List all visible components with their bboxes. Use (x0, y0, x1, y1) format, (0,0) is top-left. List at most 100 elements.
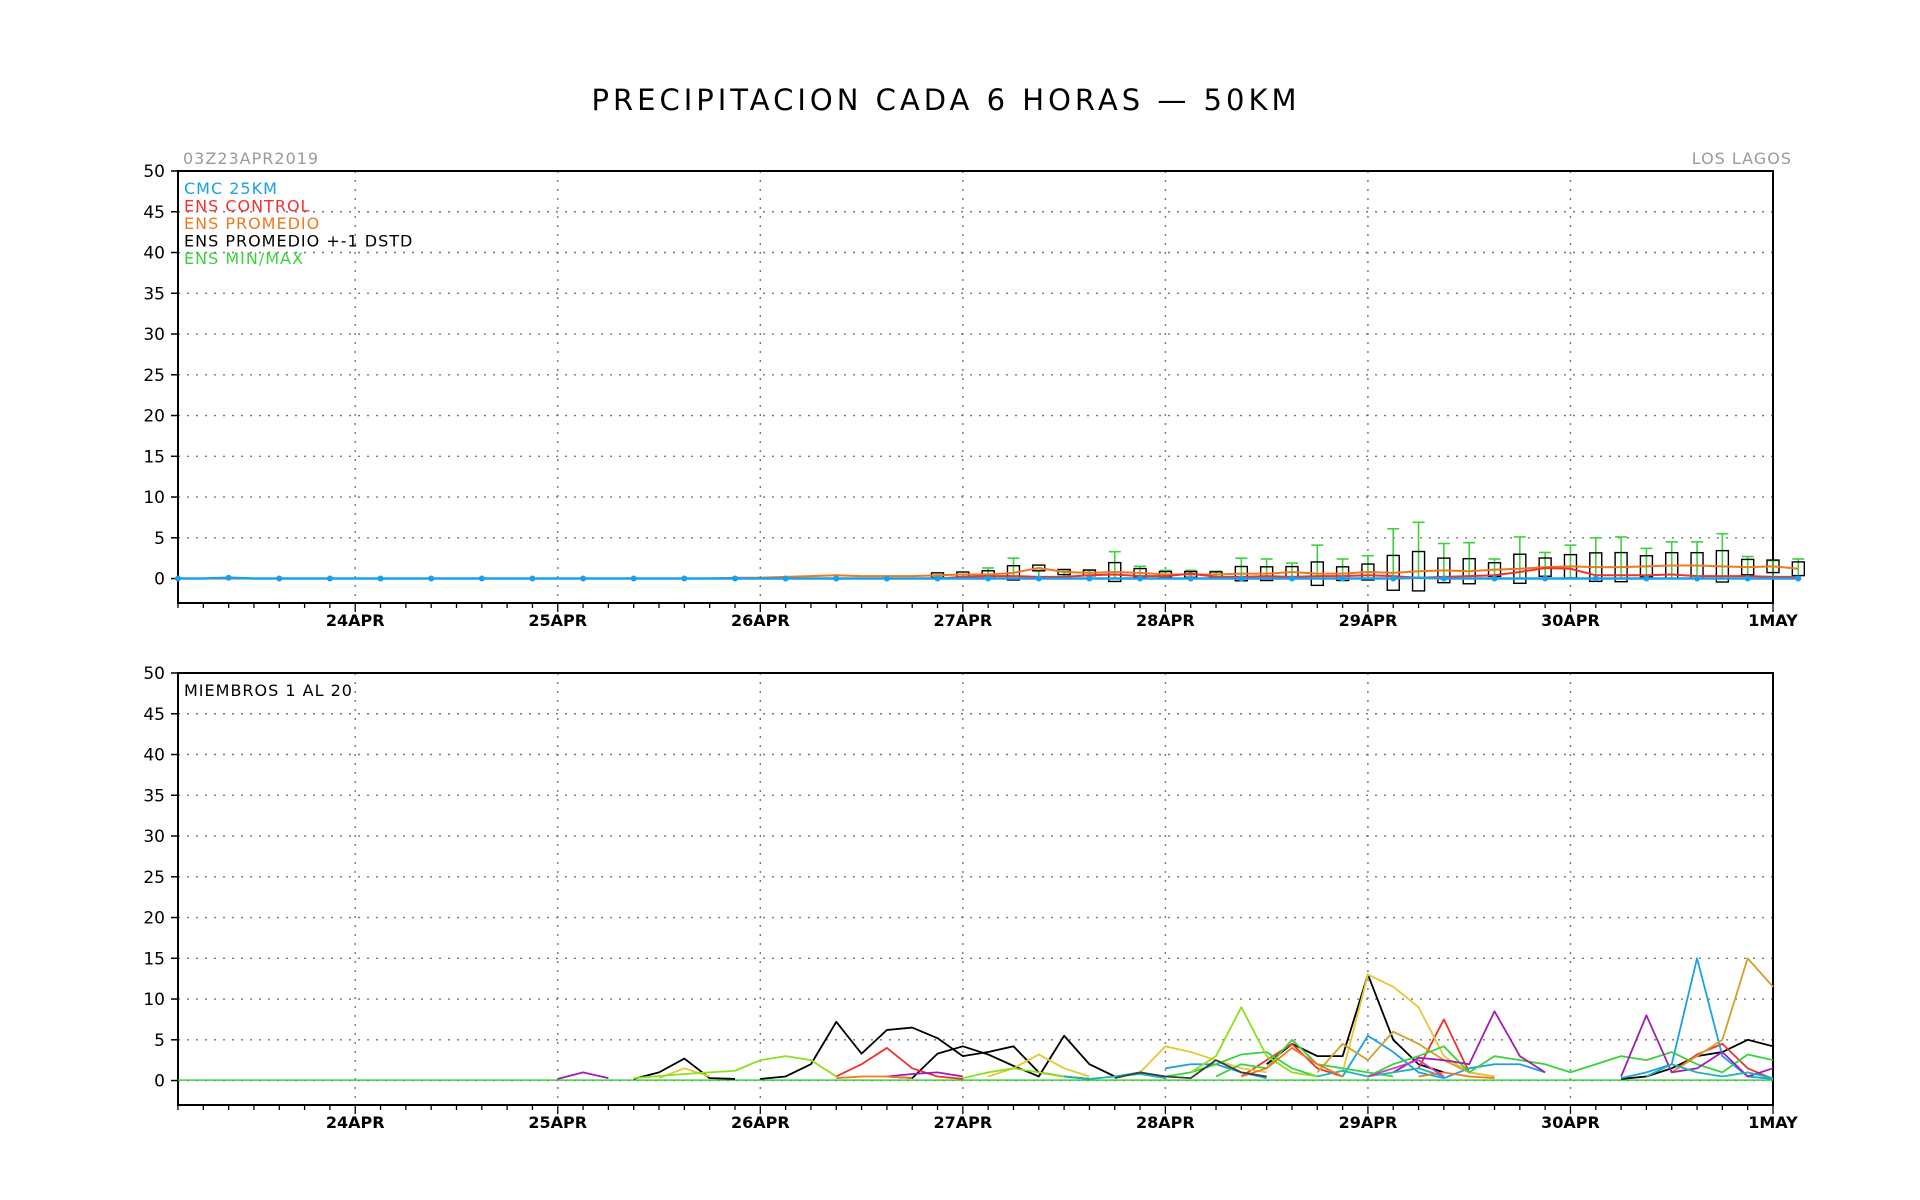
y-tick-label: 5 (154, 1031, 165, 1051)
cmc-point (1795, 575, 1802, 582)
cmc-point (1643, 575, 1650, 582)
cmc-point (934, 575, 941, 582)
x-tick-label: 29APR (1339, 1113, 1398, 1132)
y-tick-label: 45 (143, 705, 165, 725)
x-tick-label: 29APR (1339, 611, 1398, 630)
member-line (1139, 1045, 1267, 1074)
y-tick-label: 0 (154, 1072, 165, 1092)
cmc-point (1137, 575, 1144, 582)
x-tick-label: 26APR (731, 1113, 790, 1132)
legend-entry: ENS CONTROL (184, 197, 310, 216)
x-tick-label: 1MAY (1748, 611, 1798, 630)
member-line (557, 1071, 609, 1080)
legend-entry: ENS MIN/MAX (184, 249, 304, 268)
cmc-point (1238, 575, 1245, 582)
cmc-point (276, 575, 283, 582)
top-panel: 0 5 10 15 20 25 30 35 40 45 50 24APR 25APR 26APR 27APR… (143, 162, 1806, 630)
x-tick-label: 28APR (1136, 1113, 1195, 1132)
cmc-point (1187, 575, 1194, 582)
cmc-point (478, 575, 485, 582)
y-tick-label: 25 (143, 868, 165, 888)
cmc-point (1542, 575, 1549, 582)
member-line (886, 1034, 1116, 1080)
member-line (1215, 1038, 1394, 1078)
cmc-point (580, 575, 587, 582)
cmc-point (681, 575, 688, 582)
x-tick-label: 30APR (1541, 611, 1600, 630)
y-tick-label: 35 (143, 786, 165, 806)
cmc-point (225, 574, 232, 581)
member-line (760, 1020, 1090, 1080)
y-tick-label: 5 (154, 529, 165, 549)
member-line (1620, 1014, 1774, 1078)
y-tick-label: 50 (143, 162, 165, 182)
y-tick-label: 30 (143, 325, 165, 345)
member-line (962, 1067, 1065, 1079)
chart-title: PRECIPITACION CADA 6 HORAS — 50KM (592, 83, 1301, 117)
region-label: LOS LAGOS (1692, 149, 1792, 168)
cmc-point (175, 575, 181, 582)
member-line (1620, 957, 1774, 1080)
member-line (1367, 1045, 1774, 1078)
y-tick-label: 10 (143, 990, 165, 1010)
x-tick-label: 24APR (326, 1113, 385, 1132)
cmc-point (833, 575, 840, 582)
x-tick-label: 25APR (528, 611, 587, 630)
legend-entry: CMC 25KM (184, 179, 278, 198)
cmc-point (1744, 575, 1751, 582)
cmc-point (529, 575, 536, 582)
member-line (836, 1075, 913, 1080)
x-tick-label: 30APR (1541, 1113, 1600, 1132)
cmc-point (985, 575, 992, 582)
cmc-point (1440, 575, 1447, 582)
member-line (1241, 1047, 1343, 1078)
x-tick-label: 28APR (1136, 611, 1195, 630)
x-tick-label: 25APR (528, 1113, 587, 1132)
y-tick-label: 40 (143, 746, 165, 766)
plot-frame (177, 672, 1774, 1106)
member-line (987, 1053, 1090, 1078)
cmc-point (883, 575, 890, 582)
cmc-point (326, 575, 333, 582)
legend-entry: ENS PROMEDIO (184, 214, 320, 233)
member-line (886, 1071, 963, 1078)
cmc-point (1339, 575, 1346, 582)
cmc-point (630, 575, 637, 582)
y-tick-label: 15 (143, 447, 165, 467)
member-line (1190, 1006, 1318, 1078)
member-line (835, 1047, 963, 1080)
member-line (1646, 1063, 1774, 1079)
member-line (1418, 1071, 1495, 1080)
cmc-point (1086, 575, 1093, 582)
y-tick-label: 0 (154, 570, 165, 590)
bottom-panel: 0 5 10 15 20 25 30 35 40 45 50 24APR 25APR 26APR 27APR… (143, 664, 1798, 1132)
cmc-point (1694, 575, 1701, 582)
member-line (1317, 1067, 1445, 1078)
member-line (633, 1057, 736, 1080)
cmc-point (428, 575, 435, 582)
y-tick-label: 20 (143, 909, 165, 929)
y-tick-label: 30 (143, 827, 165, 847)
y-tick-label: 45 (143, 203, 165, 223)
cmc-point (1390, 575, 1397, 582)
member-line (1240, 1042, 1343, 1078)
member-line (1392, 1010, 1546, 1074)
y-tick-label: 20 (143, 407, 165, 427)
y-tick-label: 40 (143, 244, 165, 264)
run-label: 03Z23APR2019 (183, 149, 319, 168)
members-label: MIEMBROS 1 AL 20 (184, 681, 353, 700)
y-tick-label: 15 (143, 949, 165, 969)
cmc-point (782, 575, 789, 582)
y-tick-label: 35 (143, 284, 165, 304)
legend-entry: ENS PROMEDIO +-1 DSTD (184, 232, 413, 251)
plot-frame (177, 170, 1774, 604)
x-tick-label: 1MAY (1748, 1113, 1798, 1132)
cmc-point (1491, 575, 1498, 582)
cmc-point (1035, 575, 1042, 582)
member-line (1671, 957, 1774, 1074)
y-tick-label: 25 (143, 366, 165, 386)
y-tick-label: 50 (143, 664, 165, 684)
x-tick-label: 27APR (933, 611, 992, 630)
x-tick-label: 27APR (933, 1113, 992, 1132)
